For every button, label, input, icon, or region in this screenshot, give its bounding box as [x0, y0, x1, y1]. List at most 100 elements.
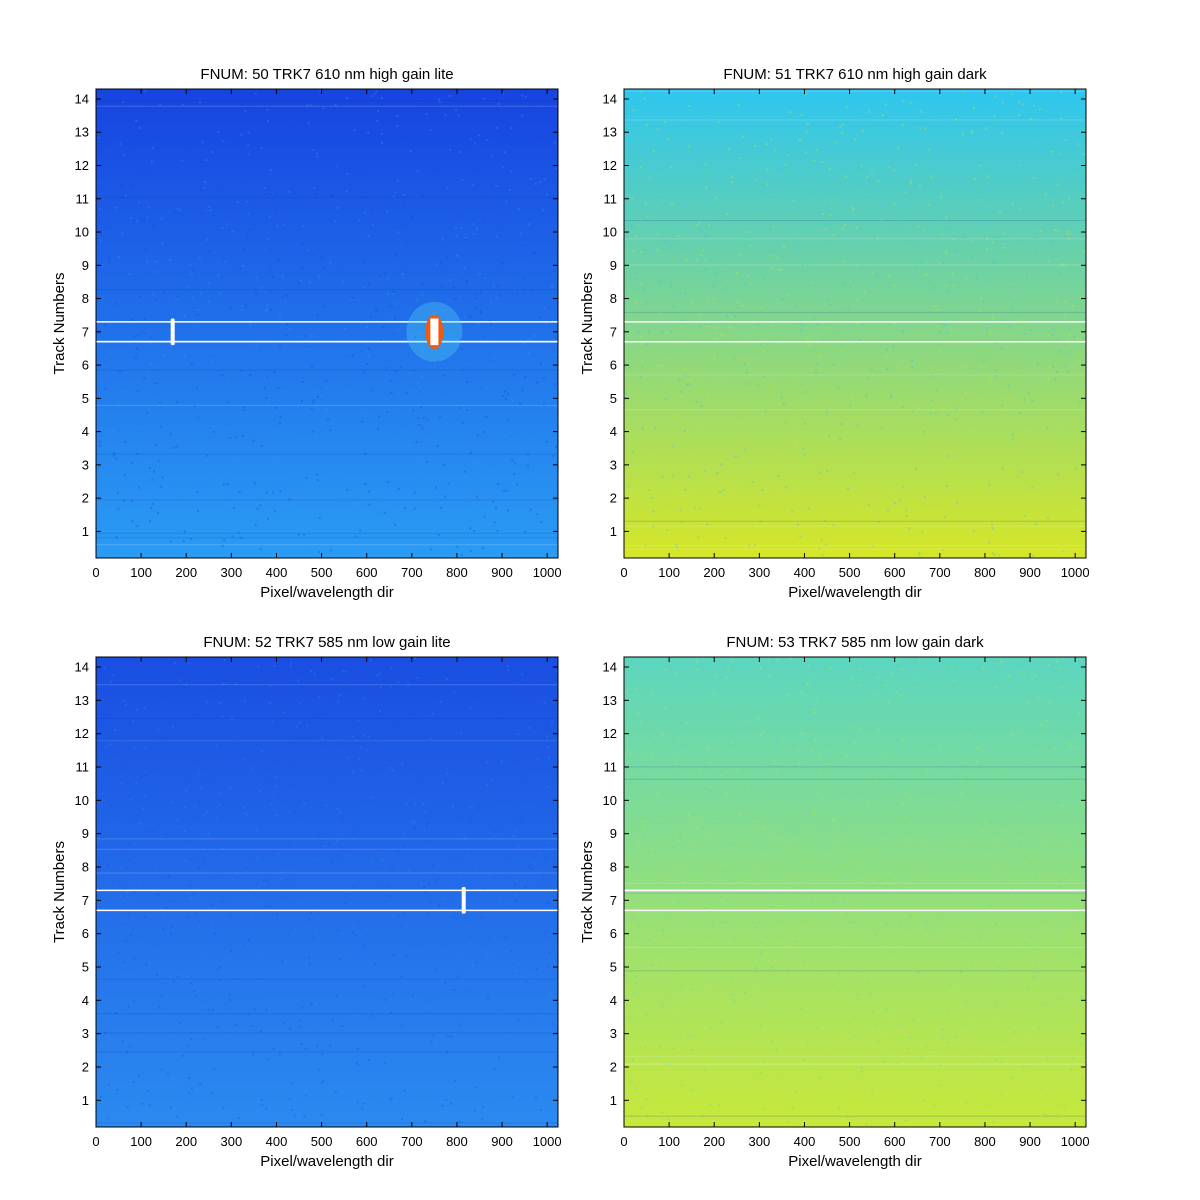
noise-speck — [877, 1040, 880, 1043]
noise-speck — [376, 120, 378, 122]
noise-speck — [263, 880, 266, 882]
noise-speck — [667, 544, 670, 547]
noise-speck — [686, 198, 689, 201]
noise-speck — [903, 739, 905, 741]
noise-speck — [817, 829, 820, 831]
heatmap-background — [96, 89, 558, 558]
noise-speck — [457, 114, 460, 117]
noise-speck — [952, 472, 955, 475]
hot-spot-saturated — [430, 318, 439, 346]
noise-speck — [718, 490, 721, 493]
noise-speck — [675, 766, 678, 769]
noise-speck — [429, 901, 432, 904]
noise-speck — [826, 854, 828, 857]
noise-speck — [870, 717, 873, 720]
noise-speck — [652, 525, 655, 528]
noise-speck — [940, 196, 943, 198]
noise-speck — [455, 457, 458, 460]
noise-speck — [900, 668, 903, 670]
noise-speck — [755, 926, 758, 929]
noise-speck — [975, 760, 978, 763]
noise-speck — [158, 404, 161, 407]
noise-speck — [803, 1058, 806, 1061]
noise-speck — [105, 375, 108, 378]
noise-speck — [365, 748, 368, 751]
noise-speck — [412, 770, 415, 773]
noise-speck — [205, 854, 208, 857]
noise-speck — [690, 192, 693, 195]
noise-speck — [632, 1044, 635, 1047]
noise-speck — [285, 334, 288, 336]
noise-speck — [246, 152, 249, 155]
noise-speck — [670, 439, 673, 442]
noise-speck — [861, 416, 864, 419]
noise-speck — [827, 223, 830, 225]
noise-speck — [279, 345, 281, 348]
noise-speck — [899, 499, 902, 502]
noise-speck — [980, 298, 983, 301]
noise-speck — [640, 250, 643, 253]
noise-speck — [240, 963, 242, 966]
noise-speck — [712, 354, 715, 357]
noise-speck — [268, 290, 271, 293]
noise-speck — [477, 814, 480, 817]
noise-speck — [651, 753, 654, 756]
noise-speck — [1061, 201, 1064, 204]
noise-speck — [381, 859, 384, 861]
noise-speck — [496, 296, 499, 299]
noise-speck — [503, 435, 506, 438]
noise-speck — [632, 315, 635, 318]
noise-speck — [408, 444, 410, 447]
noise-speck — [513, 683, 516, 686]
noise-speck — [1040, 99, 1043, 102]
noise-speck — [697, 892, 700, 895]
noise-speck — [1068, 742, 1071, 745]
noise-speck — [389, 767, 392, 769]
noise-speck — [928, 743, 931, 746]
noise-speck — [219, 292, 222, 295]
noise-speck — [746, 274, 749, 277]
noise-speck — [1074, 1029, 1077, 1032]
noise-speck — [647, 473, 650, 475]
noise-speck — [546, 680, 549, 683]
noise-speck — [751, 480, 754, 483]
noise-speck — [897, 213, 900, 216]
noise-speck — [123, 473, 126, 476]
noise-speck — [696, 526, 699, 529]
noise-speck — [298, 702, 301, 705]
noise-speck — [641, 1106, 643, 1109]
noise-speck — [334, 104, 337, 107]
noise-speck — [392, 914, 394, 917]
noise-speck — [168, 1036, 171, 1039]
noise-speck — [639, 491, 642, 494]
noise-speck — [341, 1025, 344, 1027]
noise-speck — [546, 841, 549, 844]
noise-speck — [156, 693, 159, 696]
noise-speck — [236, 747, 239, 750]
noise-speck — [440, 262, 442, 265]
noise-speck — [323, 267, 326, 270]
noise-speck — [689, 453, 692, 456]
noise-speck — [999, 131, 1002, 134]
noise-speck — [496, 529, 499, 532]
noise-speck — [631, 1059, 634, 1062]
noise-speck — [945, 341, 948, 344]
noise-speck — [681, 1084, 684, 1087]
noise-speck — [813, 712, 816, 714]
noise-speck — [479, 311, 482, 314]
noise-speck — [849, 219, 852, 222]
noise-speck — [1048, 702, 1051, 704]
noise-speck — [107, 1083, 110, 1086]
noise-speck — [948, 119, 951, 122]
noise-speck — [943, 324, 946, 327]
noise-speck — [452, 915, 455, 918]
noise-speck — [707, 393, 710, 395]
noise-speck — [814, 740, 817, 742]
noise-speck — [160, 517, 163, 520]
noise-speck — [860, 667, 863, 670]
noise-speck — [890, 1073, 893, 1075]
noise-speck — [705, 883, 708, 886]
noise-speck — [542, 875, 545, 878]
noise-speck — [189, 263, 192, 266]
noise-speck — [986, 327, 989, 329]
